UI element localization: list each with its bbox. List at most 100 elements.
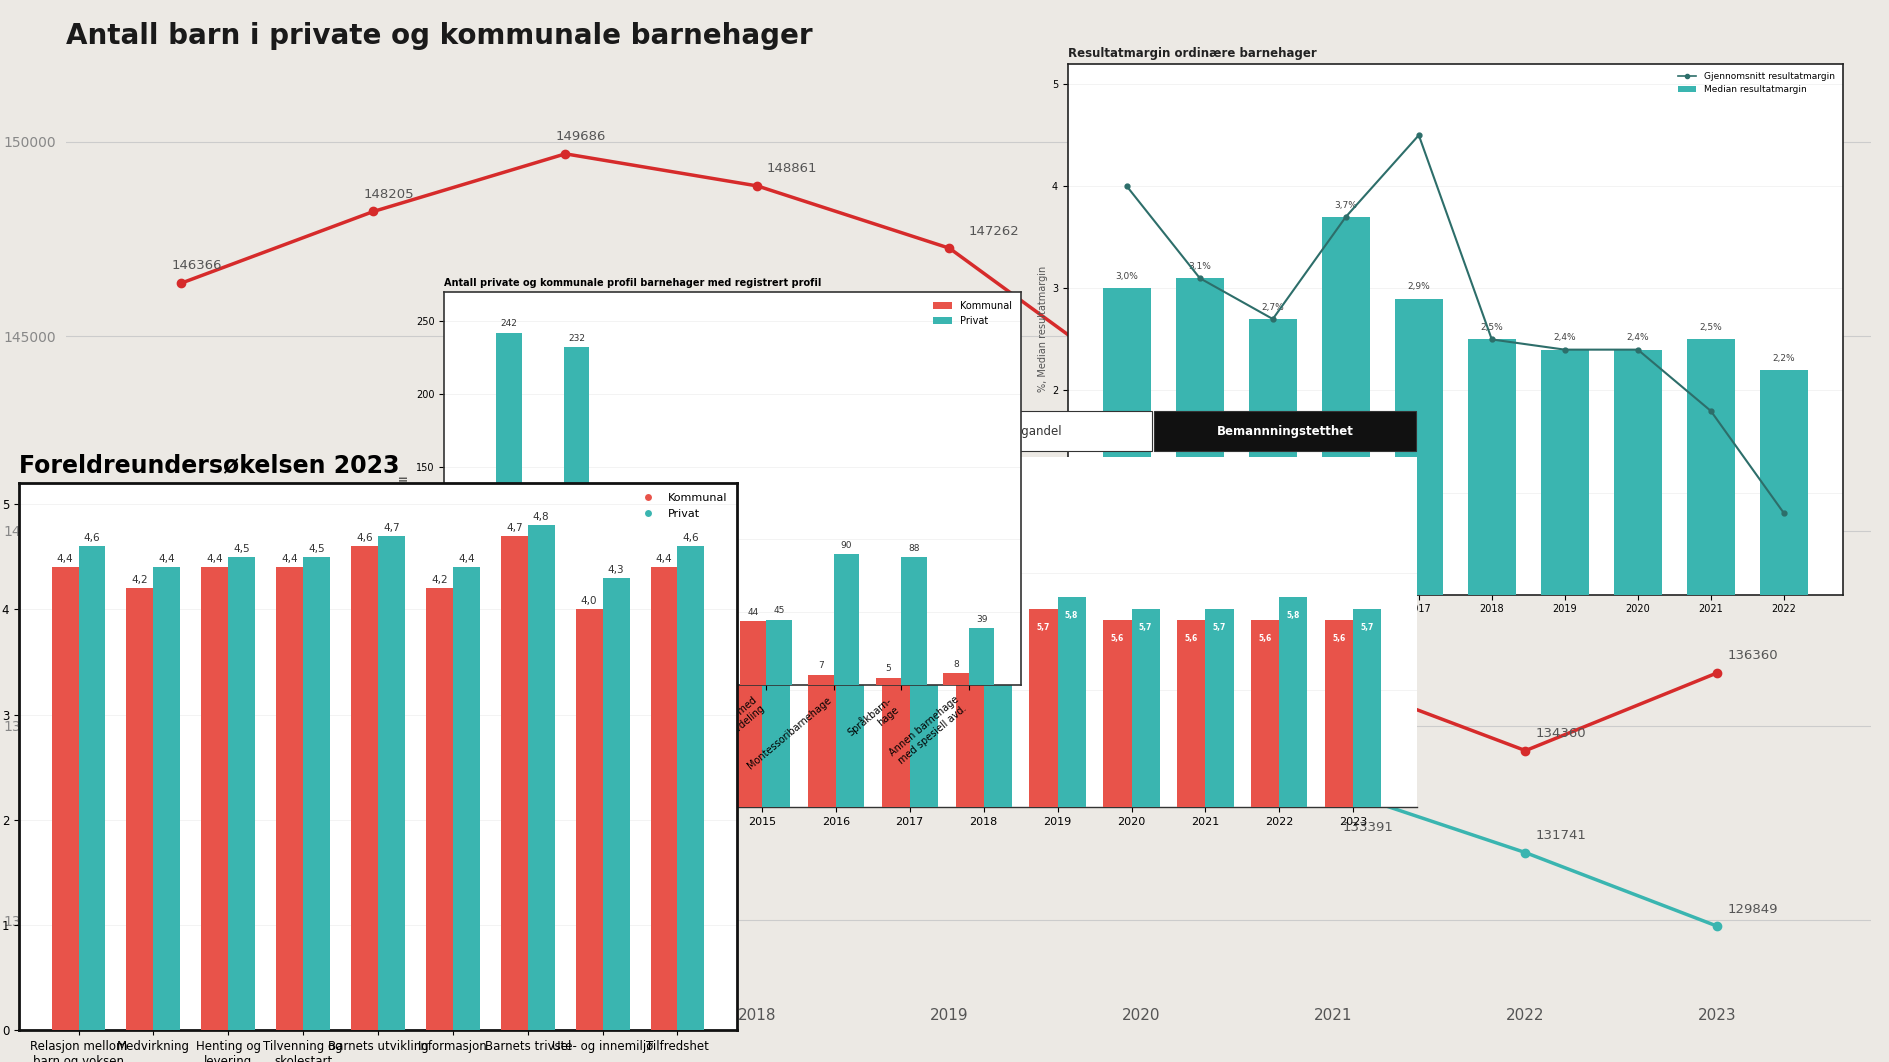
Text: 39: 39 bbox=[975, 615, 986, 623]
Text: 5,6: 5,6 bbox=[1332, 634, 1345, 644]
Text: Foreldreundersøkelsen 2023: Foreldreundersøkelsen 2023 bbox=[19, 453, 399, 477]
Bar bbox=[378, 536, 404, 1030]
Bar bbox=[1103, 620, 1132, 1062]
Text: 2,4%: 2,4% bbox=[1553, 333, 1575, 342]
Bar bbox=[890, 411, 1150, 451]
Legend: Kommunal, Privat: Kommunal, Privat bbox=[631, 489, 731, 524]
Bar bbox=[623, 411, 886, 451]
Text: 5,7: 5,7 bbox=[1037, 622, 1050, 632]
Text: 53: 53 bbox=[478, 595, 489, 603]
Bar bbox=[699, 634, 723, 685]
Text: 5,6: 5,6 bbox=[1111, 634, 1124, 644]
Text: 15: 15 bbox=[612, 650, 623, 658]
Bar bbox=[1154, 411, 1415, 451]
Text: 4,8: 4,8 bbox=[533, 512, 550, 523]
Text: 5,7: 5,7 bbox=[1139, 622, 1152, 632]
Text: 5,8: 5,8 bbox=[1064, 611, 1079, 620]
Text: 5,9: 5,9 bbox=[888, 599, 901, 609]
Bar bbox=[604, 663, 631, 685]
Text: 4,5: 4,5 bbox=[234, 544, 249, 553]
Text: 2,9%: 2,9% bbox=[1407, 282, 1430, 291]
Bar bbox=[1205, 609, 1234, 1062]
Text: 6,2: 6,2 bbox=[695, 564, 708, 573]
Text: 7: 7 bbox=[818, 662, 824, 670]
Y-axis label: Antall: Antall bbox=[591, 618, 601, 646]
Bar bbox=[1324, 620, 1353, 1062]
Text: 4,5: 4,5 bbox=[308, 544, 325, 553]
Bar bbox=[527, 526, 553, 1030]
Bar bbox=[153, 567, 179, 1030]
Bar bbox=[1175, 278, 1222, 595]
Bar bbox=[470, 607, 495, 685]
Text: 44: 44 bbox=[748, 607, 759, 617]
Bar bbox=[351, 546, 378, 1030]
Legend: Gjennomsnitt resultatmargin, Median resultatmargin: Gjennomsnitt resultatmargin, Median resu… bbox=[1674, 68, 1838, 98]
Legend: Kommunal, Privat: Kommunal, Privat bbox=[629, 462, 801, 480]
Bar bbox=[1468, 340, 1515, 595]
Bar bbox=[901, 556, 926, 685]
Bar bbox=[982, 573, 1011, 1062]
Bar bbox=[650, 567, 676, 1030]
Bar bbox=[880, 585, 909, 1062]
Bar bbox=[538, 674, 563, 685]
Text: 4,4: 4,4 bbox=[159, 554, 176, 564]
Text: 5,7: 5,7 bbox=[1360, 622, 1373, 632]
Bar bbox=[563, 347, 589, 685]
Bar bbox=[276, 567, 302, 1030]
Bar bbox=[1613, 349, 1660, 595]
Text: 4,6: 4,6 bbox=[355, 533, 372, 543]
Bar bbox=[495, 332, 521, 685]
Bar bbox=[733, 585, 761, 1062]
Bar bbox=[603, 578, 629, 1030]
Text: 3,1%: 3,1% bbox=[1188, 262, 1211, 271]
Text: Antall barn i private og kommunale barnehager: Antall barn i private og kommunale barne… bbox=[66, 22, 812, 50]
Text: 90: 90 bbox=[841, 541, 852, 550]
Text: 8: 8 bbox=[952, 660, 958, 669]
Text: 35: 35 bbox=[705, 620, 716, 630]
Text: 135277: 135277 bbox=[1150, 748, 1201, 760]
Text: 2,5%: 2,5% bbox=[1698, 323, 1721, 332]
Text: 5,9: 5,9 bbox=[740, 599, 754, 609]
Text: 148205: 148205 bbox=[363, 188, 414, 201]
Bar bbox=[740, 621, 765, 685]
Y-axis label: Antall: Antall bbox=[400, 475, 410, 502]
Bar bbox=[1251, 620, 1279, 1062]
Text: 61: 61 bbox=[638, 583, 650, 592]
Text: 2,7%: 2,7% bbox=[1260, 303, 1283, 312]
Bar bbox=[835, 550, 863, 1062]
Bar bbox=[808, 674, 833, 685]
Y-axis label: %, Median resultatmargin: %, Median resultatmargin bbox=[1037, 267, 1047, 392]
Text: 136360: 136360 bbox=[1727, 649, 1778, 662]
Text: 5,6: 5,6 bbox=[1184, 634, 1198, 644]
Bar bbox=[631, 596, 655, 685]
Text: 232: 232 bbox=[567, 333, 584, 343]
Text: 45: 45 bbox=[773, 606, 784, 615]
Text: 4,4: 4,4 bbox=[206, 554, 223, 564]
Bar bbox=[956, 609, 982, 1062]
Bar bbox=[127, 588, 153, 1030]
Text: 88: 88 bbox=[909, 544, 920, 552]
Bar bbox=[807, 573, 835, 1062]
Text: 4,7: 4,7 bbox=[506, 523, 521, 533]
Bar bbox=[1249, 319, 1296, 595]
Bar bbox=[202, 567, 229, 1030]
Text: 2,2%: 2,2% bbox=[1772, 354, 1795, 363]
Text: 2,5%: 2,5% bbox=[1479, 323, 1502, 332]
Bar bbox=[969, 629, 994, 685]
Bar bbox=[761, 550, 790, 1062]
Bar bbox=[229, 556, 255, 1030]
Text: 3,0%: 3,0% bbox=[1115, 272, 1137, 281]
Text: 5,8: 5,8 bbox=[1286, 611, 1300, 620]
Text: 6,1: 6,1 bbox=[916, 576, 929, 585]
Text: Antall private og kommunale profil barnehager med registrert profil: Antall private og kommunale profil barne… bbox=[444, 278, 822, 289]
Text: 4,4: 4,4 bbox=[281, 554, 298, 564]
Text: 5,6: 5,6 bbox=[1258, 634, 1271, 644]
Text: 4,4: 4,4 bbox=[655, 554, 672, 564]
Bar bbox=[576, 610, 603, 1030]
Bar bbox=[676, 546, 705, 1030]
Text: 5,7: 5,7 bbox=[962, 622, 977, 632]
Bar bbox=[51, 567, 79, 1030]
Bar bbox=[659, 585, 688, 1062]
Text: 7: 7 bbox=[548, 662, 553, 670]
Bar bbox=[833, 554, 859, 685]
